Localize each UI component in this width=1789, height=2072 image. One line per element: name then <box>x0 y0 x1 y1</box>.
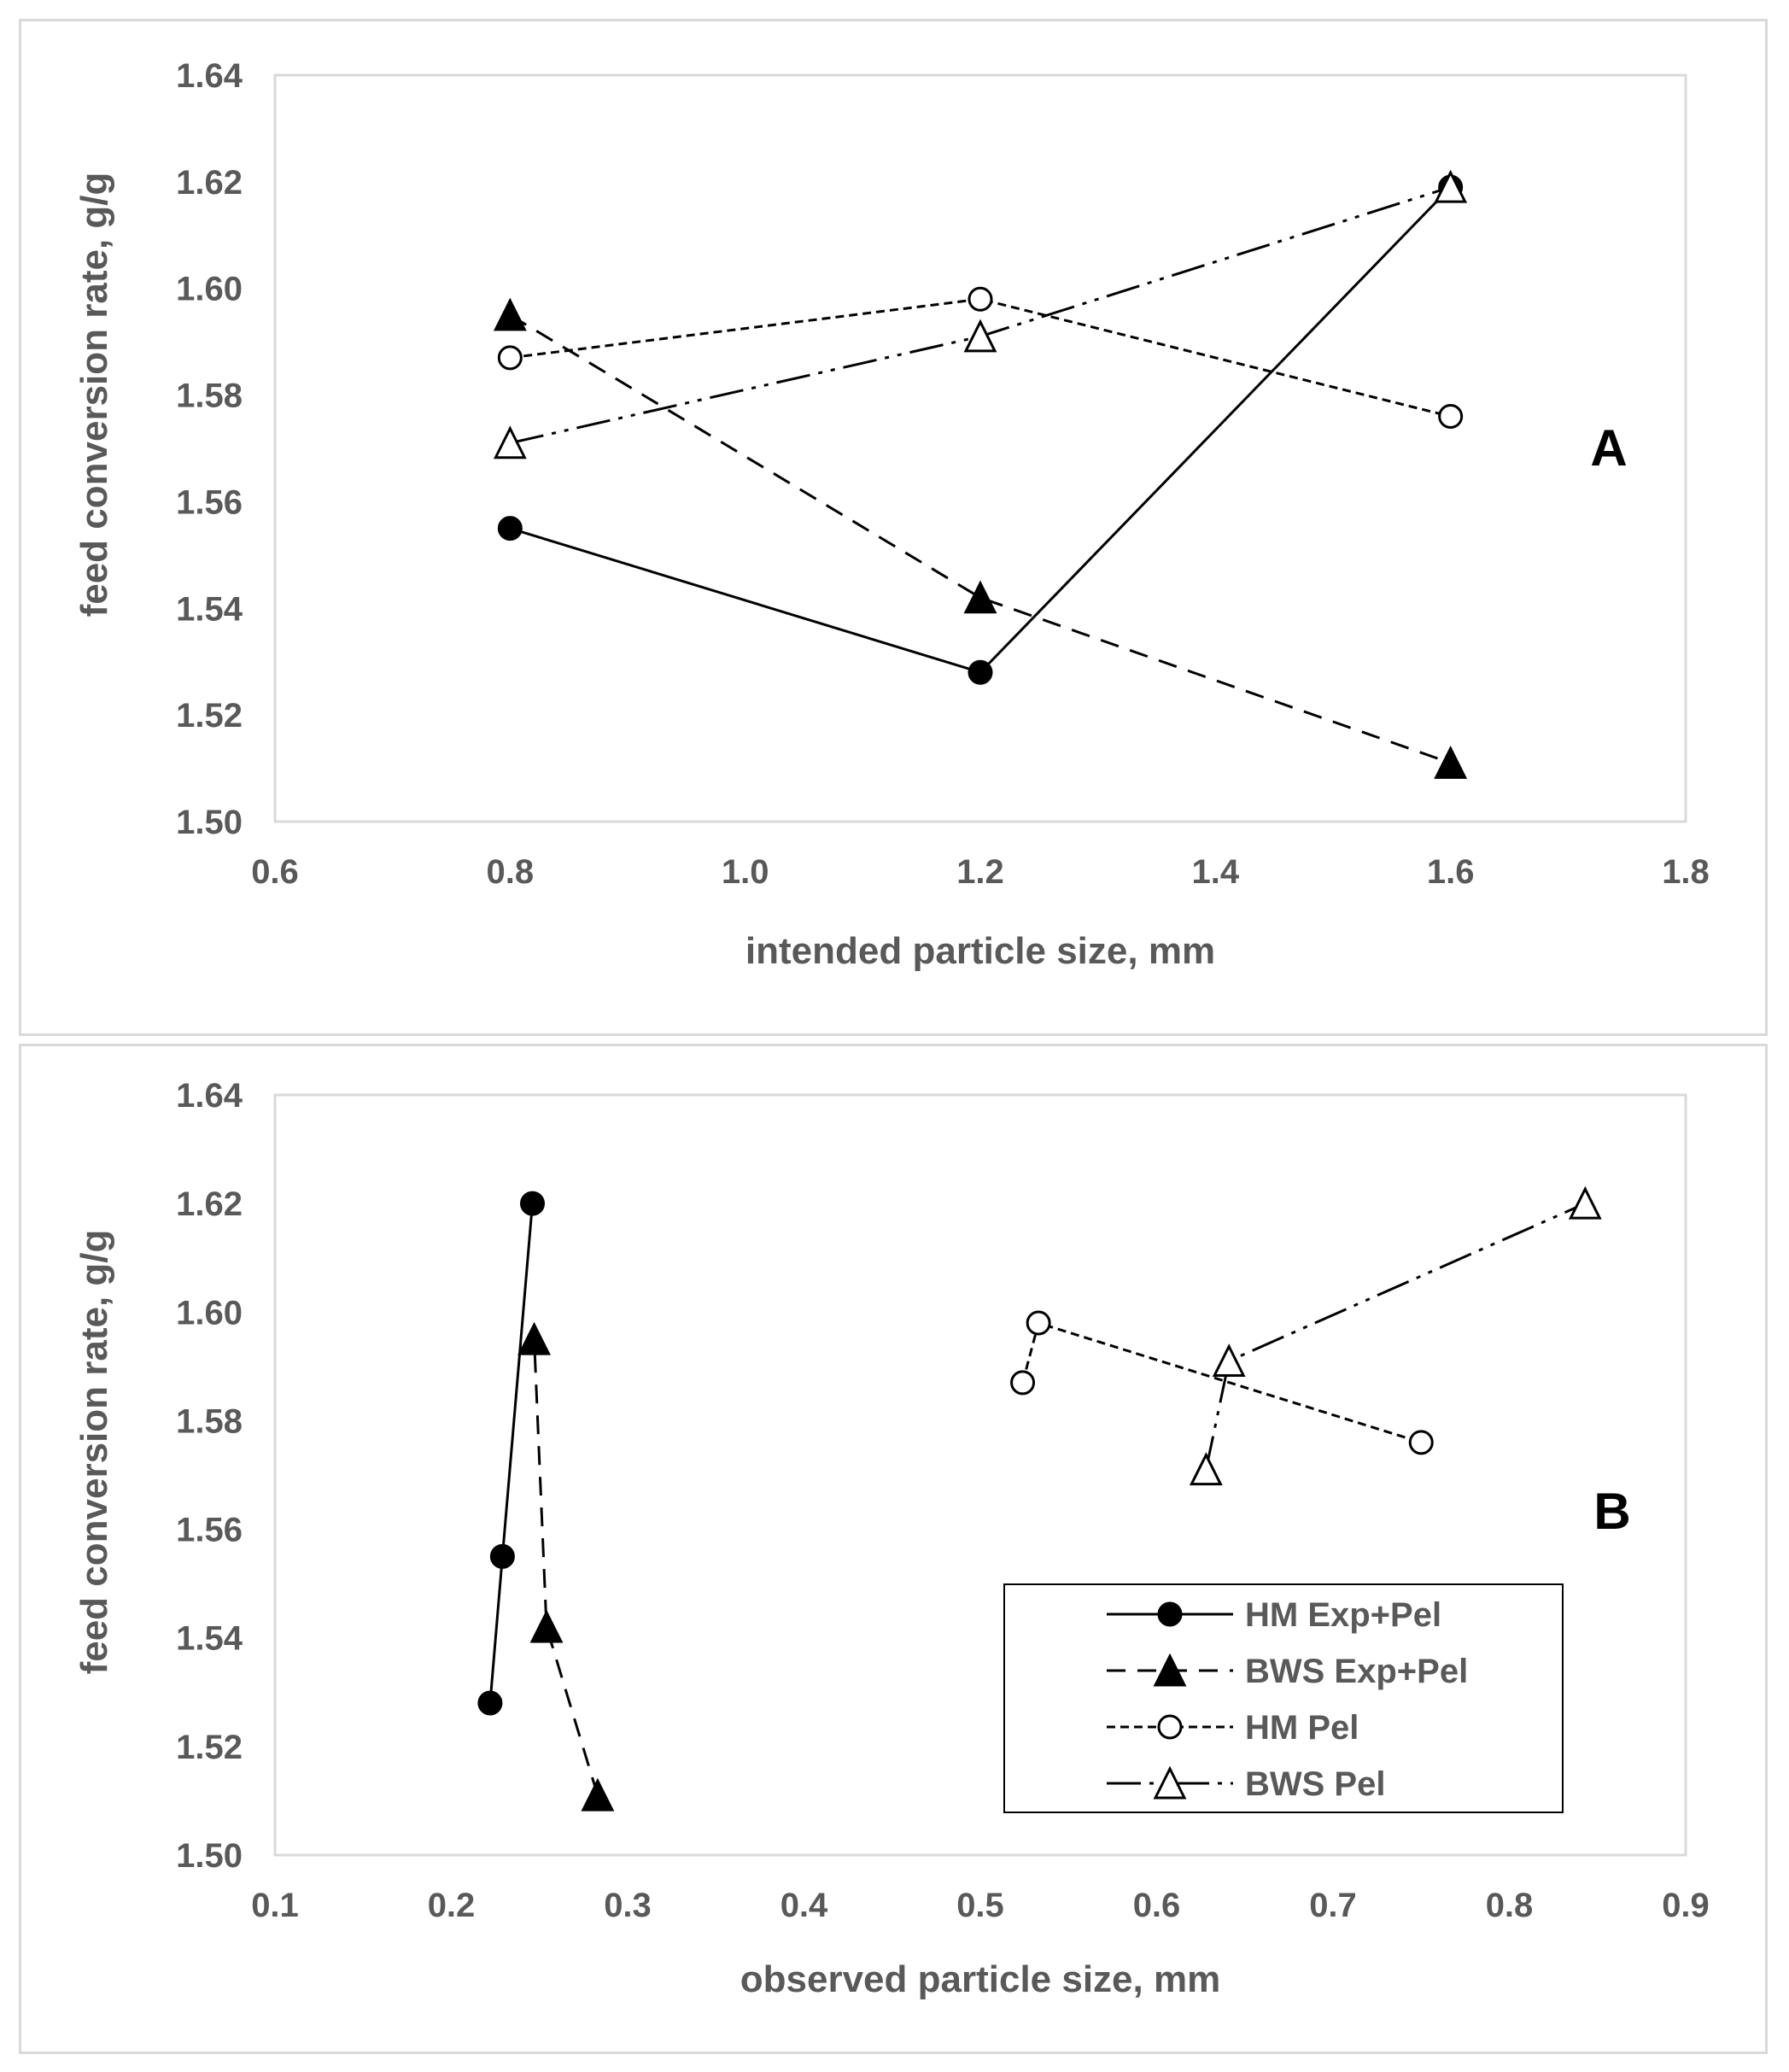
x-axis-title-b: observed particle size, mm <box>740 1958 1220 2000</box>
legend-marker-hm-pel <box>1157 1714 1183 1740</box>
data-point-hm-pel-b <box>1026 1310 1051 1336</box>
data-point-hm-pel-b <box>1010 1370 1036 1396</box>
data-point-bws-exp-plus-pel-a <box>493 297 527 331</box>
data-point-hm-pel-a <box>968 286 993 312</box>
data-point-hm-pel-b <box>1408 1430 1434 1455</box>
x-tick-label-a: 1.6 <box>1427 853 1475 891</box>
legend-b: HM Exp+Pel BWS Exp+Pel HM Pel BWS Pel <box>1003 1583 1564 1813</box>
data-point-hm-pel-a <box>1438 404 1464 430</box>
series-line-hm-exp-plus-pel-b <box>488 1203 534 1704</box>
data-point-bws-exp-plus-pel-a <box>1434 745 1468 779</box>
x-tick-label-b: 0.5 <box>956 1887 1004 1924</box>
y-tick-label-a: 1.56 <box>176 483 243 521</box>
y-tick-label-b: 1.52 <box>176 1729 243 1766</box>
x-tick-label-a: 0.8 <box>487 853 535 891</box>
y-tick-label-a: 1.58 <box>176 378 243 415</box>
data-point-bws-exp-plus-pel-b <box>517 1321 551 1355</box>
data-point-bws-pel-a <box>1434 169 1468 203</box>
series-line-bws-exp-plus-pel-b <box>533 1339 599 1796</box>
x-tick-label-b: 0.6 <box>1133 1887 1181 1924</box>
y-tick-label-a: 1.52 <box>176 697 243 735</box>
chart-panel-a <box>19 19 1768 1036</box>
data-point-bws-pel-b <box>1212 1343 1246 1377</box>
legend-label-hm-exp-plus-pel: HM Exp+Pel <box>1245 1596 1441 1634</box>
chart-a: 1.50 1.52 1.54 1.56 1.58 1.60 1.62 1.64 0.6 0.8 1.… <box>73 57 1710 972</box>
data-point-hm-exp-plus-pel-a <box>968 659 993 685</box>
x-tick-label-a: 1.8 <box>1662 853 1710 891</box>
y-tick-label-b: 1.64 <box>176 1077 243 1115</box>
chart-panel-b <box>19 1044 1768 2054</box>
y-axis-title-a: feed conversion rate, g/g <box>73 173 115 618</box>
data-point-bws-pel-a <box>493 425 527 459</box>
x-tick-label-b: 0.9 <box>1662 1887 1710 1924</box>
data-point-hm-pel-a <box>497 345 523 371</box>
data-point-bws-pel-a <box>963 319 997 353</box>
series-line-hm-pel-a <box>510 297 1452 418</box>
series-line-bws-pel-a <box>510 185 1452 445</box>
plot-area-b <box>273 1093 1687 1857</box>
data-point-bws-pel-b <box>1568 1185 1602 1220</box>
y-tick-label-b: 1.58 <box>176 1402 243 1440</box>
y-tick-label-a: 1.50 <box>176 804 243 841</box>
y-tick-label-b: 1.60 <box>176 1294 243 1332</box>
x-tick-label-b: 0.8 <box>1486 1887 1534 1924</box>
series-line-bws-pel-b <box>1204 1202 1586 1470</box>
y-axis-title-b: feed conversion rate, g/g <box>73 1230 115 1675</box>
legend-marker-bws-exp-plus-pel <box>1153 1653 1187 1687</box>
x-tick-label-a: 0.6 <box>251 853 299 891</box>
y-tick-label-a: 1.64 <box>176 57 243 95</box>
data-point-hm-exp-plus-pel-b <box>477 1690 503 1716</box>
panel-label-a: A <box>1590 419 1627 477</box>
legend-label-bws-exp-plus-pel: BWS Exp+Pel <box>1245 1653 1468 1690</box>
y-tick-label-b: 1.56 <box>176 1512 243 1549</box>
data-point-bws-pel-b <box>1189 1452 1223 1486</box>
data-point-bws-exp-plus-pel-a <box>963 580 997 614</box>
chart-b: 1.50 1.52 1.54 1.56 1.58 1.60 1.62 1.64 0.1 0.2 0.… <box>73 1077 1710 2000</box>
x-tick-label-b: 0.7 <box>1309 1887 1357 1924</box>
data-point-hm-exp-plus-pel-b <box>489 1543 515 1569</box>
legend-marker-hm-exp-plus-pel <box>1157 1601 1183 1627</box>
y-tick-label-b: 1.50 <box>176 1837 243 1875</box>
x-tick-label-b: 0.2 <box>428 1887 476 1924</box>
x-tick-label-a: 1.0 <box>722 853 769 891</box>
plot-area-a <box>273 73 1687 823</box>
legend-label-hm-pel: HM Pel <box>1245 1709 1359 1747</box>
y-tick-label-b: 1.62 <box>176 1185 243 1223</box>
y-tick-label-a: 1.62 <box>176 164 243 202</box>
x-tick-label-b: 0.1 <box>251 1887 299 1924</box>
y-tick-label-b: 1.54 <box>176 1620 243 1658</box>
data-point-hm-exp-plus-pel-a <box>497 516 523 541</box>
panel-label-b: B <box>1593 1483 1630 1540</box>
y-tick-label-a: 1.54 <box>176 590 243 628</box>
legend-box <box>1003 1583 1564 1813</box>
x-tick-label-a: 1.2 <box>956 853 1004 891</box>
x-tick-label-b: 0.3 <box>604 1887 652 1924</box>
data-point-bws-exp-plus-pel-b <box>529 1609 564 1643</box>
data-point-bws-exp-plus-pel-b <box>581 1777 615 1812</box>
data-point-hm-exp-plus-pel-b <box>519 1191 545 1216</box>
x-tick-label-b: 0.4 <box>780 1887 828 1924</box>
x-tick-label-a: 1.4 <box>1192 853 1240 891</box>
legend-marker-bws-pel <box>1153 1765 1187 1800</box>
x-axis-title-a: intended particle size, mm <box>745 930 1215 972</box>
y-tick-label-a: 1.60 <box>176 271 243 308</box>
series-line-hm-pel-b <box>1021 1321 1422 1444</box>
legend-label-bws-pel: BWS Pel <box>1245 1765 1385 1803</box>
